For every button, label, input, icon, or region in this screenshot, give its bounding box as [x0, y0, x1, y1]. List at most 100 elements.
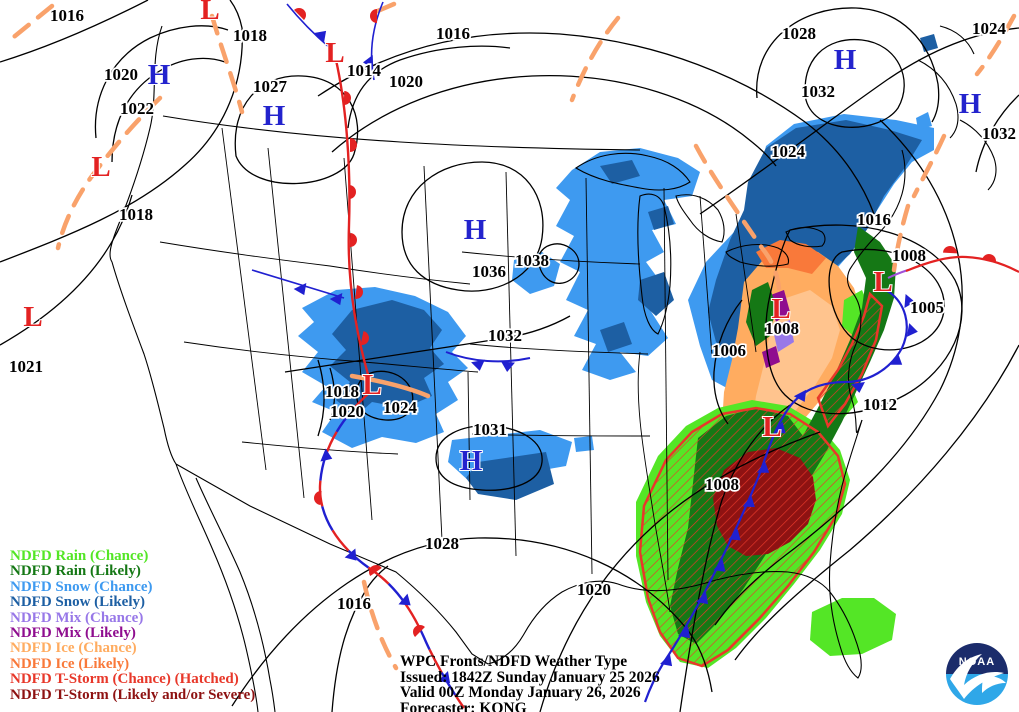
lake-huron: [675, 194, 725, 243]
high-center: H: [460, 445, 483, 477]
snow-chance-maritimes: [916, 112, 932, 130]
pressure-label: 1031: [473, 420, 507, 439]
pressure-label: 1021: [9, 357, 43, 376]
pressure-label: 1018: [119, 205, 153, 224]
pressure-label: 1006: [712, 341, 746, 360]
coast-florida: [787, 419, 863, 679]
isobar-line: [539, 431, 821, 712]
legend-item: NDFD Mix (Chance): [10, 609, 144, 626]
pressure-label: 1008: [705, 475, 739, 494]
isobar-line: [804, 38, 905, 128]
isobar-line: [94, 25, 229, 139]
low-center: L: [23, 301, 42, 333]
pressure-label: 1005: [910, 298, 944, 317]
title-block: WPC Fronts/NDFD Weather Type Issued: 184…: [400, 654, 660, 712]
isobar-line: [756, 7, 940, 123]
isobar-line: [0, 194, 133, 346]
isobar-line: [284, 315, 571, 373]
stationary-front-blue: [318, 391, 465, 709]
cold-front-plains: [445, 351, 531, 363]
troughs: [7, 1, 1017, 671]
isobar-line: [317, 359, 325, 437]
pressure-label: 1018: [233, 26, 267, 45]
front-line: [286, 3, 331, 49]
snow-likely-lakes-4: [600, 322, 632, 352]
pressure-label: 1032: [801, 82, 835, 101]
isobar-line: [734, 344, 1019, 661]
pressure-label: 1020: [389, 72, 423, 91]
low-center: L: [91, 151, 110, 183]
legend-item: NDFD Snow (Chance): [10, 578, 153, 595]
coast-maritimes-2: [939, 25, 975, 55]
pressure-label: 1024: [383, 398, 418, 417]
noaa-bird-wing-icon: [982, 676, 1006, 693]
low-center: L: [762, 411, 781, 443]
snow-chance-speck: [574, 436, 594, 452]
isobar-line: [0, 0, 149, 63]
legend-item: NDFD Ice (Likely): [10, 655, 130, 672]
coast-gulf: [487, 570, 789, 665]
high-center: H: [263, 100, 286, 132]
trough-line: [55, 95, 163, 251]
gulf-of-california: [195, 477, 276, 712]
legend-item: NDFD Rain (Chance): [10, 548, 149, 564]
pressure-label: 1016: [857, 210, 891, 229]
coast-maritimes-3: [959, 119, 997, 191]
valid-line: Valid 00Z Monday January 26, 2026: [400, 684, 641, 702]
lake-superior: [574, 152, 691, 191]
rain-likely-north: [746, 282, 776, 346]
pressure-label: 1027: [253, 77, 288, 96]
pressure-label: 1020: [330, 402, 364, 421]
snow-chance-kansas: [512, 252, 560, 294]
pressure-label: 1036: [472, 262, 506, 281]
snow-likely-lakes-1: [600, 160, 640, 184]
snow-likely-speck-ne: [920, 34, 938, 52]
forecaster-line: Forecaster: KONG: [400, 699, 527, 712]
pressure-label: 1024: [972, 19, 1007, 38]
pressure-label: 1016: [337, 594, 371, 613]
front-line: [370, 1, 384, 81]
coast-west: [109, 25, 177, 465]
noaa-logo: NOAA: [946, 643, 1008, 705]
legend-item: NDFD T-Storm (Chance) (Hatched): [10, 671, 239, 688]
pressure-label: 1024: [771, 142, 806, 161]
isobar-line: [234, 75, 359, 185]
low-center: L: [362, 369, 381, 401]
low-center: L: [200, 0, 219, 26]
pressure-label: 1020: [104, 65, 138, 84]
pressure-label: 1022: [120, 99, 154, 118]
pressure-labels: 1016101810201027102210181021101410201016…: [7, 4, 1018, 615]
legend-item: NDFD T-Storm (Likely and/or Severe): [10, 686, 256, 703]
basemap: [109, 25, 997, 712]
high-center: H: [959, 88, 982, 120]
isobar-line: [347, 45, 511, 129]
trough-line: [209, 13, 245, 115]
snow-likely-texas: [466, 452, 554, 500]
legend-item: NDFD Mix (Likely): [10, 625, 136, 642]
pressure-label: 1016: [50, 6, 84, 25]
pressure-label: 1038: [515, 251, 549, 270]
coast-baja: [175, 463, 259, 712]
low-center: L: [325, 37, 344, 69]
pressure-label: 1014: [347, 61, 382, 80]
isobar-line: [331, 74, 777, 167]
noaa-bird-icon: [950, 654, 1004, 699]
low-center: L: [873, 266, 892, 298]
pressure-label: 1032: [982, 124, 1016, 143]
isobar-line: [699, 27, 1019, 215]
isobar-line: [401, 161, 544, 292]
ice-likely-area: [756, 240, 826, 274]
high-center: H: [464, 214, 487, 246]
isobar-line: [765, 224, 963, 415]
high-center: H: [834, 44, 857, 76]
pressure-label: 1018: [325, 382, 359, 401]
coast-east: [846, 149, 906, 434]
isobar-line: [679, 404, 791, 712]
pressure-label: 1020: [577, 580, 611, 599]
isobar-line: [329, 367, 336, 421]
isobar-line: [537, 243, 580, 284]
tstorm-chance-main: [638, 406, 847, 668]
